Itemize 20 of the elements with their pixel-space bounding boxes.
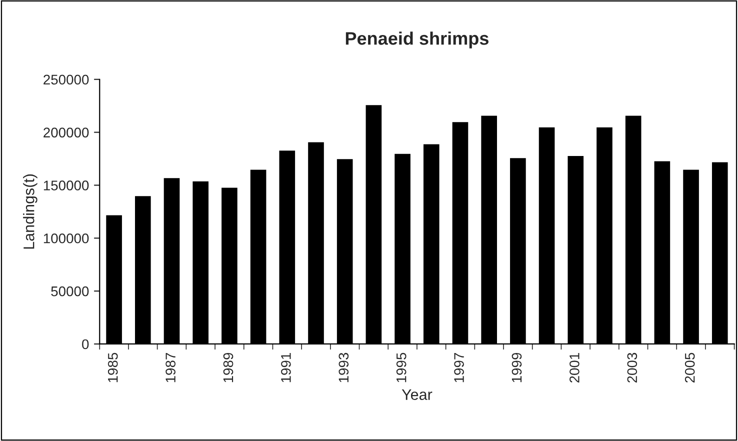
y-axis-title: Landings(t) xyxy=(23,174,38,249)
x-tick-label: 1989 xyxy=(223,352,234,382)
x-tick-label: 2003 xyxy=(627,352,638,383)
x-tick-label: 1997 xyxy=(454,353,464,382)
x-tick-label: 1985 xyxy=(108,352,118,382)
x-tick-label: 1987 xyxy=(166,353,176,382)
x-tick-label: 1991 xyxy=(281,352,291,382)
y-tick-label: 0 xyxy=(82,339,89,350)
x-axis-title: Year xyxy=(402,389,432,400)
x-tick-label: 1999 xyxy=(512,352,522,382)
x-tick-label: 2005 xyxy=(684,352,695,383)
chart-title: Penaeid shrimps xyxy=(346,32,488,48)
y-tick-label: 250000 xyxy=(44,74,89,85)
x-tick-label: 1995 xyxy=(396,352,406,382)
x-tick-label: 2001 xyxy=(570,352,580,383)
y-tick-label: 100000 xyxy=(44,233,89,244)
y-tick-label: 200000 xyxy=(44,128,89,138)
x-tick-label: 1993 xyxy=(338,352,349,382)
y-tick-label: 150000 xyxy=(44,180,89,190)
y-tick-label: 50000 xyxy=(51,286,89,296)
